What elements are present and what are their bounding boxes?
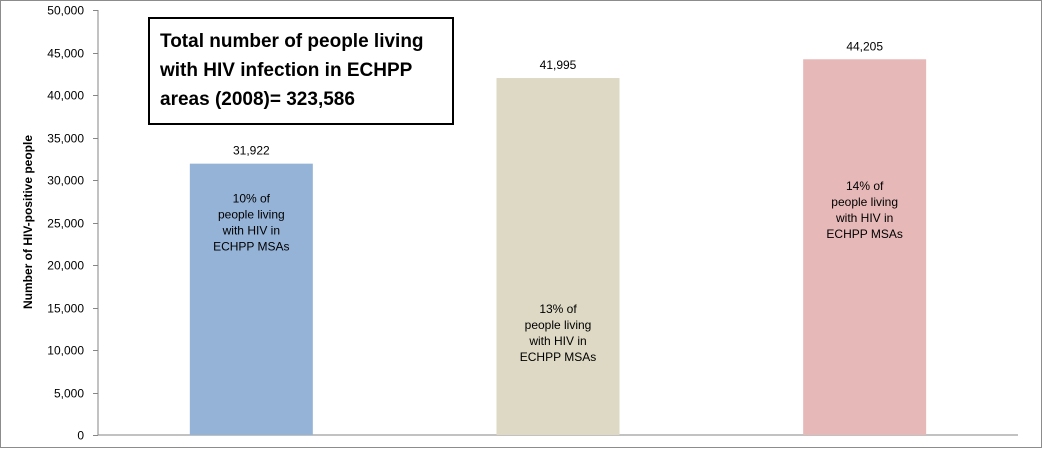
bar-inner-label-line: ECHPP MSAs: [520, 350, 596, 364]
bar-inner-label-line: 13% of: [539, 302, 577, 316]
bar-inner-label-line: ECHPP MSAs: [213, 240, 289, 254]
bar: [803, 59, 927, 435]
bar-inner-label-line: 10% of: [233, 192, 271, 206]
y-tick-label: 20,000: [47, 259, 84, 273]
y-tick-label: 15,000: [47, 302, 84, 316]
y-axis-title: Number of HIV-positive people: [21, 135, 35, 309]
bar-inner-label-line: with HIV in: [222, 224, 280, 238]
y-tick-label: 25,000: [47, 217, 84, 231]
total-annotation-box: Total number of people living with HIV i…: [148, 17, 454, 125]
y-tick-label: 30,000: [47, 174, 84, 188]
bar-inner-label-line: with HIV in: [528, 334, 586, 348]
y-tick-label: 45,000: [47, 47, 84, 61]
bar-inner-label-line: people living: [831, 195, 898, 209]
bar-inner-label-line: with HIV in: [835, 211, 893, 225]
bar-value-label: 44,205: [846, 39, 883, 53]
data-labels: 31,922 10% of people living with HIV in ECHP…: [213, 39, 903, 364]
y-tick-label: 5,000: [54, 387, 84, 401]
y-tick-label: 10,000: [47, 344, 84, 358]
bar-inner-label-line: ECHPP MSAs: [826, 227, 902, 241]
bar-value-label: 41,995: [540, 58, 577, 72]
annotation-line-2: with HIV infection in ECHPP: [160, 60, 413, 81]
bar-inner-label: 14% of people living with HIV in ECHPP MSAs: [826, 179, 902, 241]
bar-inner-label-line: people living: [218, 208, 285, 222]
bar-value-label: 31,922: [233, 144, 270, 158]
y-tick-label: 40,000: [47, 89, 84, 103]
bar-inner-label-line: people living: [525, 318, 592, 332]
bar: [496, 78, 620, 435]
bars: [189, 59, 927, 435]
bar-inner-label: 13% of people living with HIV in ECHPP MSAs: [520, 302, 596, 364]
y-tick-label: 35,000: [47, 132, 84, 146]
y-tick-label: 50,000: [47, 4, 84, 18]
annotation-line-3: areas (2008)= 323,586: [160, 89, 355, 110]
annotation-line-1: Total number of people living: [160, 31, 424, 52]
bar: [189, 163, 313, 435]
y-tick-label: 0: [77, 429, 84, 443]
bar-inner-label-line: 14% of: [846, 179, 884, 193]
bar-inner-label: 10% of people living with HIV in ECHPP MSAs: [213, 192, 289, 254]
